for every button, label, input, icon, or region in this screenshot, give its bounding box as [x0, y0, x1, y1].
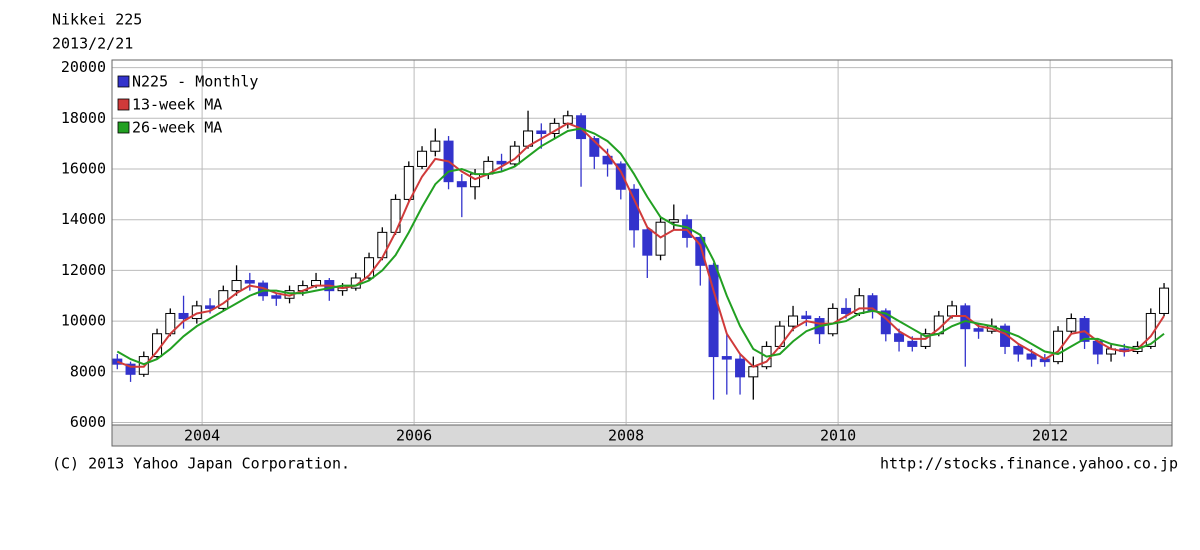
y-tick-label: 14000	[61, 210, 106, 228]
candle-body	[589, 138, 600, 157]
candle-body	[642, 229, 653, 256]
candle-body	[920, 333, 931, 347]
candle-body	[655, 221, 666, 256]
candle-body	[841, 307, 852, 314]
candle-body	[907, 340, 918, 347]
candle-body	[1026, 353, 1037, 360]
candle-body	[960, 305, 971, 330]
legend-label: 13-week MA	[132, 96, 222, 114]
candle-body	[377, 231, 388, 259]
candle-body	[470, 173, 481, 188]
candle-body	[271, 295, 282, 299]
y-tick-label: 16000	[61, 159, 106, 177]
x-tick-label: 2004	[184, 427, 220, 445]
chart-title: Nikkei 225	[52, 11, 142, 29]
candle-body	[708, 264, 719, 358]
legend-label: N225 - Monthly	[132, 73, 258, 91]
plot-border	[111, 59, 1173, 426]
y-tick-label: 20000	[61, 58, 106, 76]
candle-body	[562, 115, 573, 124]
candle-body	[788, 315, 799, 327]
chart-subtitle: 2013/2/21	[52, 35, 133, 53]
candle-body	[721, 356, 732, 360]
candle-body	[152, 333, 163, 358]
x-tick-label: 2006	[396, 427, 432, 445]
candle-body	[973, 328, 984, 332]
candle-body	[682, 219, 693, 238]
candle-body	[894, 333, 905, 342]
x-tick-label: 2012	[1032, 427, 1068, 445]
candle-body	[205, 305, 216, 309]
candle-body	[735, 358, 746, 378]
y-tick-label: 6000	[70, 413, 106, 431]
candle-body	[947, 305, 958, 317]
candle-body	[417, 150, 428, 167]
candle-body	[125, 363, 136, 375]
source-url: http://stocks.finance.yahoo.co.jp	[880, 455, 1178, 473]
y-tick-label: 8000	[70, 362, 106, 380]
candle-body	[178, 312, 189, 320]
ma-line	[116, 122, 1165, 368]
candle-body	[668, 219, 679, 223]
copyright: (C) 2013 Yahoo Japan Corporation.	[52, 455, 350, 473]
candle-body	[1013, 345, 1024, 355]
candle-body	[456, 181, 467, 188]
plot-area	[112, 60, 1172, 425]
candle-body	[695, 236, 706, 266]
legend-swatch	[117, 75, 130, 88]
legend-label: 26-week MA	[132, 119, 222, 137]
candle-body	[430, 140, 441, 152]
candle-body	[496, 160, 507, 165]
candle-body	[629, 188, 640, 231]
y-tick-label: 10000	[61, 312, 106, 330]
legend-swatch	[117, 121, 130, 134]
y-tick-label: 18000	[61, 109, 106, 127]
y-tick-label: 12000	[61, 261, 106, 279]
x-tick-label: 2008	[608, 427, 644, 445]
candle-body	[1066, 318, 1077, 332]
ma-line	[116, 127, 1165, 366]
candle-body	[615, 163, 626, 190]
legend-swatch	[117, 98, 130, 111]
candle-body	[536, 130, 547, 135]
x-tick-label: 2010	[820, 427, 856, 445]
candle-body	[231, 280, 242, 292]
candle-body	[1159, 287, 1170, 314]
candle-body	[748, 366, 759, 378]
candle-body	[1079, 318, 1090, 342]
candle-body	[801, 315, 812, 320]
candle-body	[244, 280, 255, 284]
candle-body	[403, 165, 414, 200]
